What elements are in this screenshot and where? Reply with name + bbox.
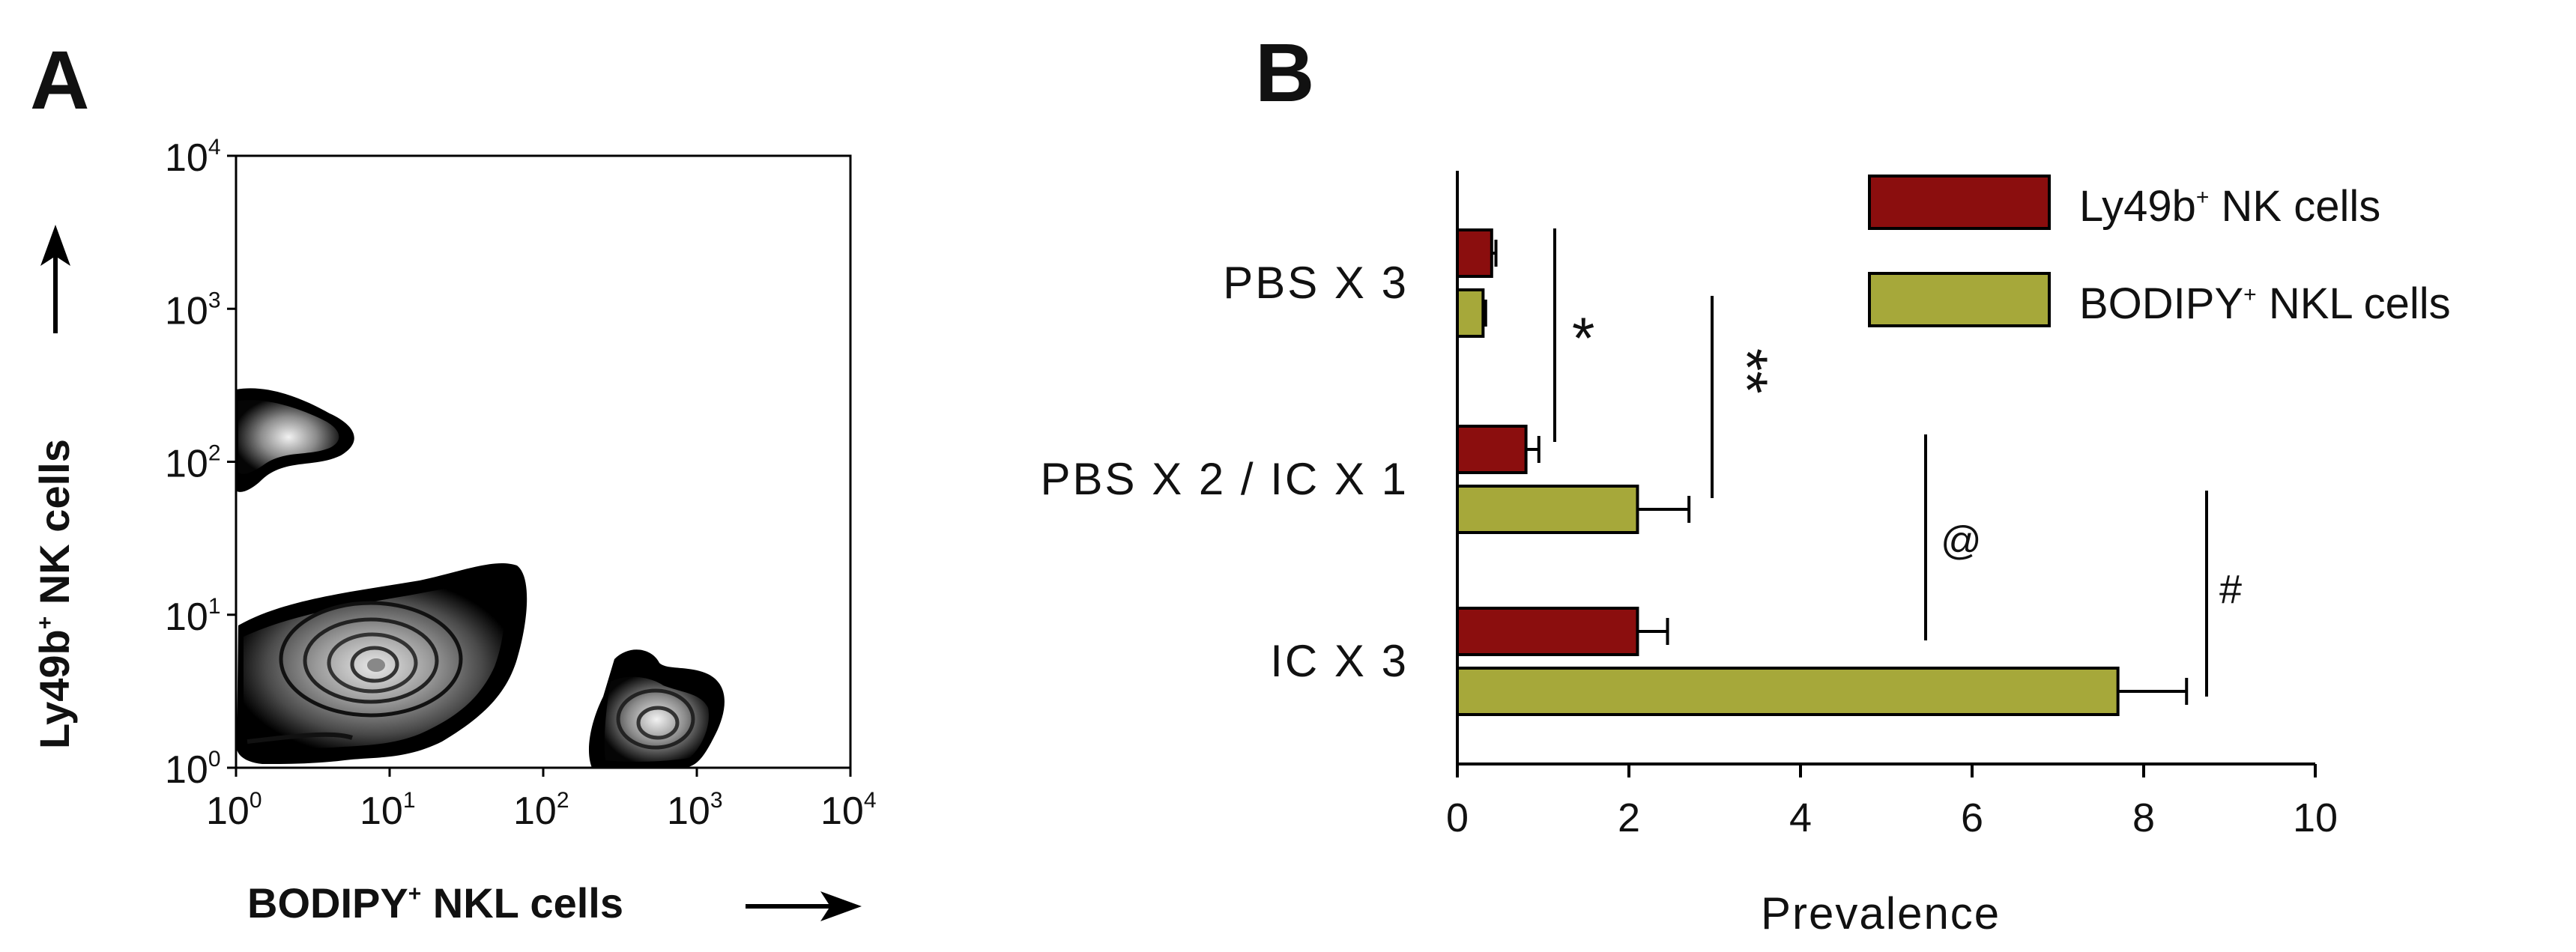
legend-label-bodipy: BODIPY+ NKL cells: [2079, 279, 2451, 328]
svg-text:**: **: [1714, 348, 1780, 394]
panel-a-x-tick-label: 100: [206, 788, 262, 833]
panel-a-x-tick-label: 103: [667, 788, 723, 833]
panel-b-x-ticks: 0 2 4 6 8 10: [1446, 764, 2338, 840]
panel-a-y-axis-title: Ly49b+ NK cells: [31, 439, 78, 749]
bar-ly49b-nk: [1456, 425, 1528, 474]
panel-a-y-tick-label: 103: [165, 288, 221, 333]
panel-a-x-axis-title: BODIPY+ NKL cells: [247, 879, 623, 927]
contour-ring-2: [303, 617, 439, 704]
panel-b-x-tick-label: 10: [2293, 795, 2338, 840]
panel-a-letter: A: [30, 34, 89, 127]
panel-a-x-arrow: [746, 891, 862, 921]
panel-a-y-tick-label: 101: [165, 594, 221, 639]
panel-a-y-ticks: 100 101 102 103 104: [165, 135, 236, 792]
panel-a-y-arrow: [40, 225, 70, 333]
panel-b-category-labels: PBS X 3 PBS X 2 / IC X 1 IC X 3: [1040, 258, 1409, 686]
sig-mark-2: **: [1714, 348, 1780, 394]
contour-ring-lr-1: [616, 688, 695, 750]
panel-a-y-tick-label: 102: [165, 441, 221, 486]
panel-b-category-label: IC X 3: [1270, 636, 1409, 686]
panel-a-y-tick-label: 100: [165, 747, 221, 792]
panel-b-letter: B: [1255, 27, 1314, 119]
panel-a-x-tick-label: 101: [360, 788, 416, 833]
panel-b-x-tick-label: 2: [1618, 795, 1640, 840]
sig-mark-1: *: [1572, 305, 1594, 371]
sig-mark-3: @: [1941, 518, 1982, 563]
panel-a-x-tick-label: 104: [820, 788, 877, 833]
contour-ring-core: [367, 658, 385, 672]
flow-contour-plot: [236, 388, 725, 768]
contour-population-upper-inner: [238, 400, 339, 474]
panel-b-legend: Ly49b+ NK cells BODIPY+ NKL cells: [1868, 175, 2451, 328]
bar-ly49b-nk: [1456, 228, 1493, 278]
legend-label-ly49b: Ly49b+ NK cells: [2079, 182, 2380, 231]
contour-ring-3: [327, 632, 418, 694]
panel-b-x-tick-label: 8: [2132, 795, 2155, 840]
legend-swatch-bodipy: [1868, 272, 2051, 327]
bar-bodipy-nkl: [1456, 485, 1639, 534]
panel-b-bars: [1456, 228, 2189, 716]
contour-lower-streak: [247, 732, 353, 744]
panel-a-y-tick-label: 104: [165, 135, 221, 180]
panel-b-x-tick-label: 6: [1961, 795, 1983, 840]
sig-mark-4: #: [2219, 567, 2242, 612]
bar-bodipy-nkl: [1456, 288, 1485, 338]
panel-a-x-ticks: 100 101 102 103 104: [206, 768, 877, 833]
panel-a: A 100 101 102 103 104 100 101 102 103 104: [30, 34, 877, 927]
contour-ring-4: [350, 646, 399, 683]
svg-text:Ly49b+ NK cells: Ly49b+ NK cells: [31, 439, 78, 749]
contour-ring-lr-2: [636, 706, 680, 740]
panel-b-x-axis-title: Prevalence: [1761, 888, 2001, 939]
panel-b-x-tick-label: 4: [1789, 795, 1812, 840]
legend-swatch-ly49b: [1868, 175, 2051, 230]
significance-markers: * ** @ #: [1553, 228, 2242, 697]
contour-ring-1: [279, 601, 463, 718]
panel-a-x-tick-label: 102: [513, 788, 569, 833]
panel-b-category-label: PBS X 3: [1223, 258, 1409, 308]
panel-b-x-tick-label: 0: [1446, 795, 1469, 840]
bar-ly49b-nk: [1456, 607, 1639, 656]
bar-bodipy-nkl: [1456, 667, 2120, 716]
panel-b-category-label: PBS X 2 / IC X 1: [1040, 454, 1409, 504]
